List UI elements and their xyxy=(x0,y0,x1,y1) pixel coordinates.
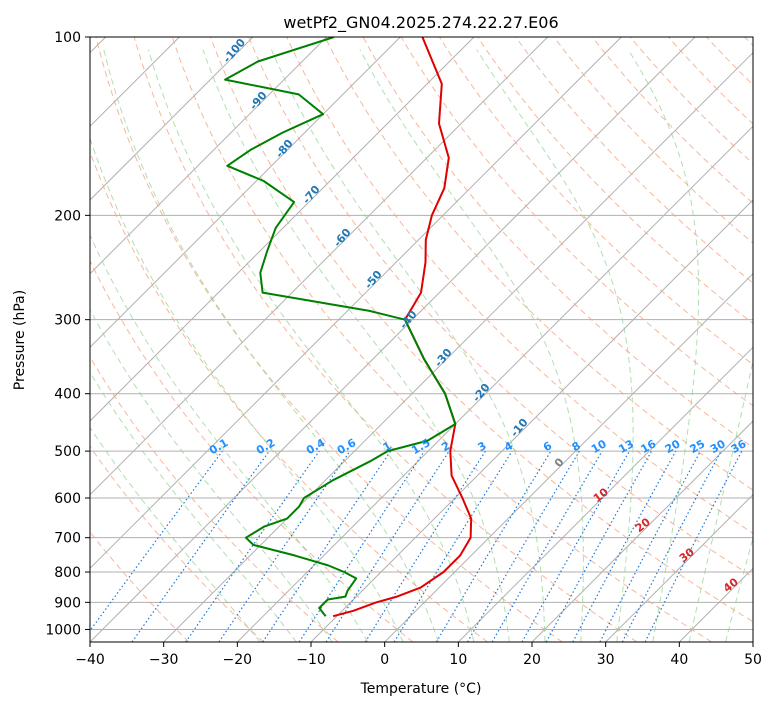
dewpoint-trace xyxy=(224,37,457,617)
y-tick-label: 700 xyxy=(54,531,81,547)
dry-adiabat-line xyxy=(591,37,753,204)
isotherm-line xyxy=(457,346,753,642)
moist-adiabat-line xyxy=(476,49,634,642)
isotherm-line xyxy=(90,37,254,201)
mixing-ratio-line xyxy=(572,450,677,642)
x-tick-label: 20 xyxy=(523,652,541,668)
y-tick-label: 300 xyxy=(54,313,81,329)
dry-adiabat-line xyxy=(210,37,753,623)
moist-adiabat-line xyxy=(90,371,297,642)
y-tick-label: 900 xyxy=(54,595,81,611)
y-tick-label: 600 xyxy=(54,491,81,507)
y-tick-label: 800 xyxy=(54,565,81,581)
mixing-ratio-line xyxy=(90,450,223,632)
mixing-ratio-line xyxy=(393,450,513,642)
isotherm-line xyxy=(384,272,753,642)
x-tick-label: 40 xyxy=(670,652,688,668)
isotherm-line xyxy=(90,37,696,642)
mixing-ratio-line xyxy=(298,450,425,642)
x-tick-label: −10 xyxy=(296,652,326,668)
isotherm-line xyxy=(90,37,328,275)
x-tick-label: 30 xyxy=(597,652,615,668)
moist-adiabat-line xyxy=(725,536,753,642)
dry-adiabat-line xyxy=(629,37,753,165)
isotherm-line xyxy=(90,37,475,422)
y-tick-label: 400 xyxy=(54,387,81,403)
moist-adiabat-line xyxy=(103,49,439,642)
dry-adiabat-line xyxy=(90,259,414,642)
isotherm-line xyxy=(163,51,753,642)
x-tick-label: 50 xyxy=(744,652,762,668)
x-axis-title: Temperature (°C) xyxy=(360,681,482,697)
x-tick-label: −30 xyxy=(149,652,179,668)
moist-adiabat-line xyxy=(90,136,404,642)
y-tick-label: 1000 xyxy=(45,622,81,638)
mixing-ratio-line xyxy=(218,450,351,642)
dry-adiabat-line xyxy=(324,37,753,491)
isotherm-line xyxy=(90,37,401,349)
mixing-ratio-line xyxy=(262,450,392,642)
profile-traces xyxy=(224,37,473,618)
dry-adiabat-line xyxy=(171,37,712,642)
moist-adiabat-line xyxy=(147,49,475,642)
x-tick-label: −20 xyxy=(223,652,253,668)
axes: −40 −30 −20 −10 0 10 20 30 40 50 100 200 300 400 500 60… xyxy=(45,30,762,668)
y-tick-label: 100 xyxy=(54,30,81,46)
moist-adiabat-line xyxy=(90,233,369,642)
isotherm-line xyxy=(90,37,622,570)
moist-adiabat-line xyxy=(90,426,261,642)
moist-adiabat-line xyxy=(627,49,700,642)
dry-adiabat-line xyxy=(477,37,753,325)
plot-frame xyxy=(89,36,754,643)
background-lines xyxy=(90,37,753,642)
mixing-ratio-line xyxy=(545,450,653,642)
dry-adiabat-line xyxy=(90,445,264,642)
dry-adiabat-line xyxy=(362,37,753,449)
x-tick-label: −40 xyxy=(75,652,105,668)
isotherm-line xyxy=(236,125,753,642)
isotherm-line xyxy=(90,37,549,496)
moist-adiabat-line xyxy=(202,49,510,642)
moist-adiabat-line xyxy=(270,49,546,642)
moist-adiabat-line xyxy=(90,308,333,642)
dry-adiabat-line xyxy=(400,37,753,407)
dry-adiabat-line xyxy=(133,37,638,642)
y-tick-label: 500 xyxy=(54,444,81,460)
dry-adiabat-line xyxy=(248,37,753,578)
x-tick-label: 10 xyxy=(449,652,467,668)
isotherm-line xyxy=(605,493,753,642)
mixing-ratio-line xyxy=(521,450,631,642)
chart-title: wetPf2_GN04.2025.274.22.27.E06 xyxy=(283,13,558,33)
dry-adiabat-line xyxy=(515,37,753,284)
mixing-ratio-line xyxy=(644,450,743,642)
x-tick-label: 0 xyxy=(380,652,389,668)
mixing-ratio-line xyxy=(325,450,450,642)
isotherm-line xyxy=(531,420,753,642)
moist-adiabat-line xyxy=(688,358,753,642)
mixing-ratio-line xyxy=(185,450,320,642)
y-tick-label: 200 xyxy=(54,208,81,224)
y-axis-title: Pressure (hPa) xyxy=(12,290,28,390)
mixing-ratio-line xyxy=(131,450,270,642)
